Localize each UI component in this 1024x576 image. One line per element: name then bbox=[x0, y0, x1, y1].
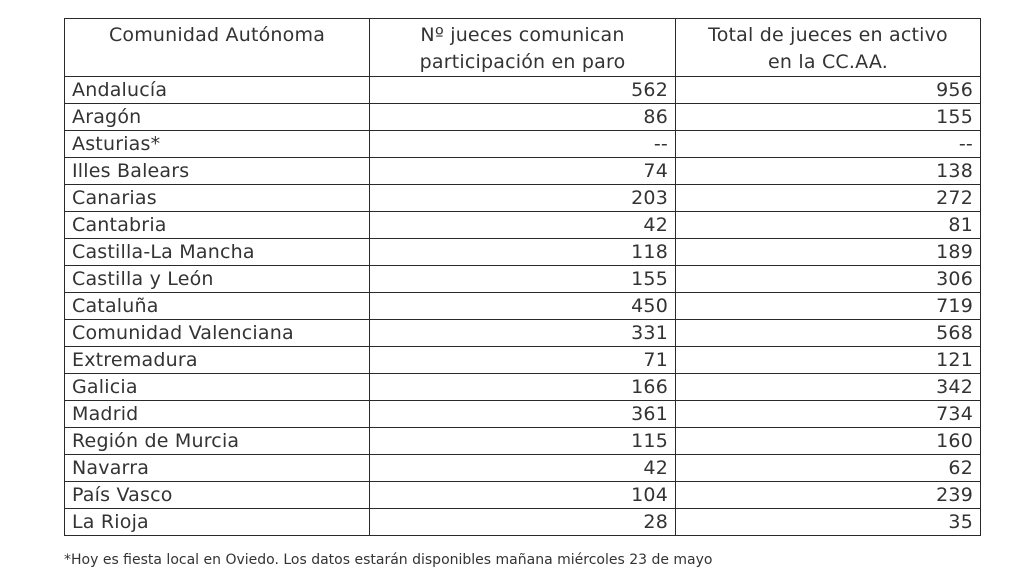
total-judges-cell: 138 bbox=[675, 157, 981, 185]
region-cell: Galicia bbox=[64, 373, 370, 401]
total-judges-cell: 342 bbox=[675, 373, 981, 401]
table-row: País Vasco 104 239 bbox=[64, 481, 981, 509]
region-cell: Asturias* bbox=[64, 130, 370, 158]
table-header-row: Comunidad Autónoma Nº jueces comunican p… bbox=[64, 18, 981, 77]
total-judges-cell: 35 bbox=[675, 508, 981, 536]
region-cell: Navarra bbox=[64, 454, 370, 482]
region-cell: La Rioja bbox=[64, 508, 370, 536]
region-cell: Andalucía bbox=[64, 76, 370, 104]
table-row: Navarra 42 62 bbox=[64, 454, 981, 482]
strike-count-cell: 74 bbox=[369, 157, 676, 185]
region-cell: Castilla y León bbox=[64, 265, 370, 293]
table-row: Cataluña 450 719 bbox=[64, 292, 981, 320]
strike-count-cell: 86 bbox=[369, 103, 676, 131]
strike-count-cell: 118 bbox=[369, 238, 676, 266]
strike-count-cell: 166 bbox=[369, 373, 676, 401]
total-judges-cell: 155 bbox=[675, 103, 981, 131]
region-cell: Castilla-La Mancha bbox=[64, 238, 370, 266]
total-judges-cell: 272 bbox=[675, 184, 981, 212]
table-row: Aragón 86 155 bbox=[64, 103, 981, 131]
region-cell: Cataluña bbox=[64, 292, 370, 320]
total-judges-cell: 189 bbox=[675, 238, 981, 266]
table-row: Canarias 203 272 bbox=[64, 184, 981, 212]
table-row: Castilla-La Mancha 118 189 bbox=[64, 238, 981, 266]
region-cell: Región de Murcia bbox=[64, 427, 370, 455]
total-judges-cell: 956 bbox=[675, 76, 981, 104]
total-judges-cell: 719 bbox=[675, 292, 981, 320]
total-judges-cell: 121 bbox=[675, 346, 981, 374]
table-row: Castilla y León 155 306 bbox=[64, 265, 981, 293]
strike-count-cell: 331 bbox=[369, 319, 676, 347]
header-total-judges: Total de jueces en activo en la CC.AA. bbox=[675, 18, 981, 77]
total-judges-cell: 734 bbox=[675, 400, 981, 428]
strike-count-cell: 42 bbox=[369, 211, 676, 239]
region-cell: Extremadura bbox=[64, 346, 370, 374]
strike-count-cell: 562 bbox=[369, 76, 676, 104]
strike-count-cell: 155 bbox=[369, 265, 676, 293]
strike-count-cell: 361 bbox=[369, 400, 676, 428]
table-row: Galicia 166 342 bbox=[64, 373, 981, 401]
region-cell: Cantabria bbox=[64, 211, 370, 239]
header-strike-count: Nº jueces comunican participación en par… bbox=[369, 18, 676, 77]
region-cell: País Vasco bbox=[64, 481, 370, 509]
table-row: Asturias* -- -- bbox=[64, 130, 981, 158]
strike-count-cell: 42 bbox=[369, 454, 676, 482]
table-row: Región de Murcia 115 160 bbox=[64, 427, 981, 455]
total-judges-cell: 62 bbox=[675, 454, 981, 482]
region-cell: Canarias bbox=[64, 184, 370, 212]
total-judges-cell: -- bbox=[675, 130, 981, 158]
table-row: Extremadura 71 121 bbox=[64, 346, 981, 374]
total-judges-cell: 568 bbox=[675, 319, 981, 347]
footnote: *Hoy es fiesta local en Oviedo. Los dato… bbox=[64, 552, 713, 568]
strike-count-cell: 115 bbox=[369, 427, 676, 455]
strike-count-cell: -- bbox=[369, 130, 676, 158]
strike-count-cell: 28 bbox=[369, 508, 676, 536]
strike-count-cell: 450 bbox=[369, 292, 676, 320]
total-judges-cell: 160 bbox=[675, 427, 981, 455]
strike-count-cell: 71 bbox=[369, 346, 676, 374]
region-cell: Illes Balears bbox=[64, 157, 370, 185]
total-judges-cell: 306 bbox=[675, 265, 981, 293]
table-row: Cantabria 42 81 bbox=[64, 211, 981, 239]
strike-count-cell: 203 bbox=[369, 184, 676, 212]
table-row: Madrid 361 734 bbox=[64, 400, 981, 428]
region-cell: Comunidad Valenciana bbox=[64, 319, 370, 347]
table-row: Comunidad Valenciana 331 568 bbox=[64, 319, 981, 347]
header-region: Comunidad Autónoma bbox=[64, 18, 370, 77]
table-row: La Rioja 28 35 bbox=[64, 508, 981, 536]
region-cell: Madrid bbox=[64, 400, 370, 428]
judges-strike-table: Comunidad Autónoma Nº jueces comunican p… bbox=[64, 18, 981, 536]
table-row: Illes Balears 74 138 bbox=[64, 157, 981, 185]
table-row: Andalucía 562 956 bbox=[64, 76, 981, 104]
total-judges-cell: 81 bbox=[675, 211, 981, 239]
strike-count-cell: 104 bbox=[369, 481, 676, 509]
total-judges-cell: 239 bbox=[675, 481, 981, 509]
region-cell: Aragón bbox=[64, 103, 370, 131]
